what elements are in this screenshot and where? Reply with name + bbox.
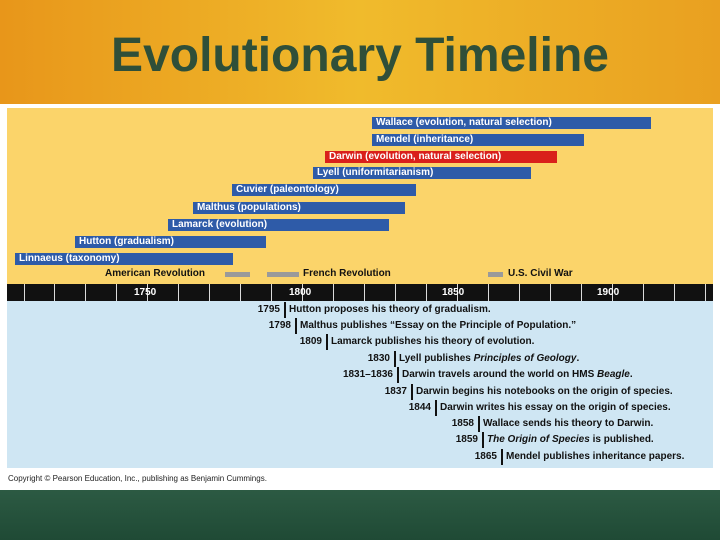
- event-text: Lamarck publishes his theory of evolutio…: [326, 334, 534, 350]
- event-year: 1798: [268, 320, 291, 331]
- event-year: 1795: [257, 304, 280, 315]
- axis-tick: [674, 284, 675, 301]
- bar-darwin: Darwin (evolution, natural selection): [325, 151, 557, 163]
- page-title: Evolutionary Timeline: [111, 29, 609, 82]
- era-bar-french-revolution: [267, 272, 299, 277]
- event-year: 1858: [451, 418, 474, 429]
- event-1809: 1809 Lamarck publishes his theory of evol…: [300, 334, 534, 350]
- event-text: Malthus publishes “Essay on the Principl…: [295, 318, 576, 334]
- event-1830: 1830 Lyell publishes Principles of Geolog…: [368, 351, 579, 367]
- event-1831-1836: 1831–1836 Darwin travels around the world…: [343, 367, 633, 383]
- bar-hutton: Hutton (gradualism): [75, 236, 266, 248]
- event-year: 1844: [408, 402, 431, 413]
- event-1858: 1858 Wallace sends his theory to Darwin.: [452, 416, 653, 432]
- bar-lyell: Lyell (uniformitarianism): [313, 167, 531, 179]
- event-text: Lyell publishes Principles of Geology.: [394, 351, 579, 367]
- axis-tick: [116, 284, 117, 301]
- event-year: 1831–1836: [342, 369, 393, 380]
- axis-tick: [271, 284, 272, 301]
- axis-tick: [426, 284, 427, 301]
- event-year: 1859: [455, 434, 478, 445]
- axis-tick: [209, 284, 210, 301]
- bar-lamarck: Lamarck (evolution): [168, 219, 389, 231]
- axis-tick: [24, 284, 25, 301]
- event-text: Mendel publishes inheritance papers.: [501, 449, 684, 465]
- event-year: 1837: [384, 386, 407, 397]
- axis-tick: [612, 284, 613, 301]
- axis-tick: [550, 284, 551, 301]
- axis-tick: [333, 284, 334, 301]
- event-1798: 1798 Malthus publishes “Essay on the Prin…: [269, 318, 576, 334]
- event-year: 1809: [299, 336, 322, 347]
- event-1837: 1837 Darwin begins his notebooks on the o…: [385, 384, 673, 400]
- axis-label-1750: 1750: [134, 287, 157, 298]
- event-text: Darwin travels around the world on HMS B…: [397, 367, 633, 383]
- era-label-civil-war: U.S. Civil War: [508, 268, 573, 279]
- era-label-american-revolution: American Revolution: [105, 268, 206, 279]
- events-panel: [7, 300, 713, 468]
- event-text: The Origin of Species is published.: [482, 432, 654, 448]
- footer-band: [0, 490, 720, 540]
- axis-tick: [705, 284, 706, 301]
- axis-tick: [178, 284, 179, 301]
- bar-malthus: Malthus (populations): [193, 202, 405, 214]
- title-banner: [0, 0, 720, 104]
- axis-tick: [395, 284, 396, 301]
- timeline-figure: 1750 1800 1850 1900 Wallace (evolution, …: [0, 104, 720, 490]
- axis-tick: [643, 284, 644, 301]
- copyright-notice: Copyright © Pearson Education, Inc., pub…: [8, 474, 267, 483]
- era-bar-american-revolution: [225, 272, 250, 277]
- axis-tick: [457, 284, 458, 301]
- axis-label-1900: 1900: [597, 287, 620, 298]
- axis-tick: [581, 284, 582, 301]
- axis-tick: [240, 284, 241, 301]
- axis-tick: [302, 284, 303, 301]
- bar-wallace: Wallace (evolution, natural selection): [372, 117, 651, 129]
- axis-tick: [519, 284, 520, 301]
- axis-tick: [364, 284, 365, 301]
- axis-tick: [54, 284, 55, 301]
- axis-tick: [85, 284, 86, 301]
- event-text: Hutton proposes his theory of gradualism…: [284, 302, 491, 318]
- event-year: 1865: [474, 451, 497, 462]
- axis-tick: [147, 284, 148, 301]
- axis-label-1800: 1800: [289, 287, 312, 298]
- event-year: 1830: [367, 353, 390, 364]
- event-1865: 1865 Mendel publishes inheritance papers.: [475, 449, 684, 465]
- event-text: Darwin writes his essay on the origin of…: [435, 400, 671, 416]
- bar-cuvier: Cuvier (paleontology): [232, 184, 416, 196]
- event-1795: 1795 Hutton proposes his theory of gradua…: [258, 302, 491, 318]
- bar-mendel: Mendel (inheritance): [372, 134, 584, 146]
- timeline-axis: [7, 284, 713, 301]
- axis-label-1850: 1850: [442, 287, 465, 298]
- era-bar-civil-war: [488, 272, 503, 277]
- event-1859: 1859 The Origin of Species is published.: [456, 432, 654, 448]
- axis-tick: [488, 284, 489, 301]
- event-1844: 1844 Darwin writes his essay on the origi…: [409, 400, 671, 416]
- event-text: Darwin begins his notebooks on the origi…: [411, 384, 673, 400]
- bar-linnaeus: Linnaeus (taxonomy): [15, 253, 233, 265]
- era-label-french-revolution: French Revolution: [303, 268, 391, 279]
- event-text: Wallace sends his theory to Darwin.: [478, 416, 653, 432]
